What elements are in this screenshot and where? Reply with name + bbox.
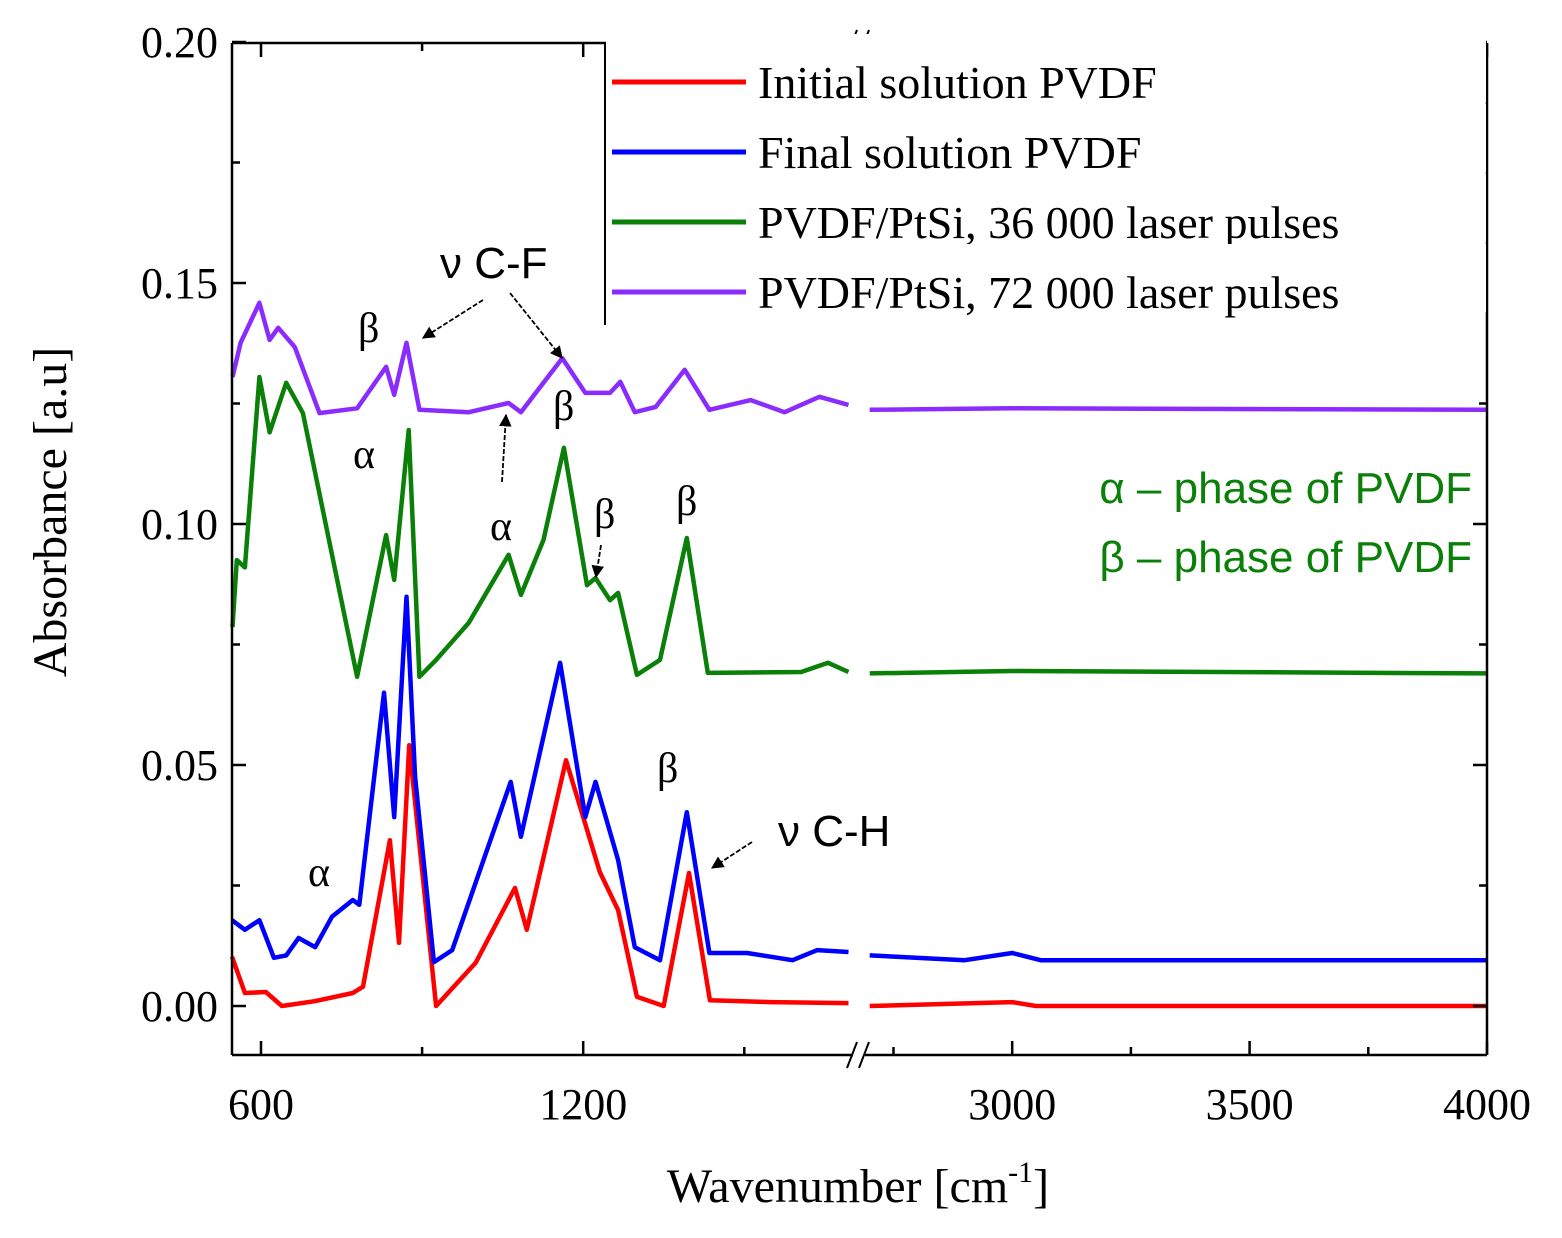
- series-line-2-left: [230, 594, 849, 965]
- vcf-arrow: [421, 299, 484, 339]
- alpha-label: α: [353, 432, 375, 478]
- legend-label: Final solution PVDF: [758, 127, 1141, 178]
- series-line-3-right: [869, 668, 1488, 676]
- beta-label: β: [358, 306, 379, 352]
- y-tick-label: 0.15: [141, 259, 218, 308]
- y-tick-label: 0.00: [141, 982, 218, 1031]
- legend-item-bg: [606, 174, 1486, 242]
- beta-label: β: [676, 479, 697, 525]
- axis-break-mark: [846, 1041, 858, 1069]
- series-line-4-right: [869, 406, 1488, 413]
- beta-phase-note: β – phase of PVDF: [1099, 533, 1472, 582]
- legend-label: PVDF/PtSi, 72 000 laser pulses: [758, 267, 1339, 318]
- series-line-4-left: [230, 300, 850, 416]
- series-line-1-right: [869, 999, 1487, 1009]
- legend-item-bg: [606, 244, 1486, 312]
- series-line-1-left: [229, 742, 849, 1009]
- alpha-phase-note: α – phase of PVDF: [1099, 464, 1472, 513]
- beta-arrow: [591, 544, 604, 579]
- x-tick-label: 600: [228, 1080, 294, 1129]
- x-axis-label: Wavenumber [cm-1]: [667, 1156, 1049, 1213]
- beta-label: β: [594, 492, 615, 538]
- y-tick-label: 0.10: [141, 500, 218, 549]
- series-line-2-right: [869, 950, 1487, 963]
- legend-label: PVDF/PtSi, 36 000 laser pulses: [758, 197, 1339, 248]
- y-tick-label: 0.20: [141, 18, 218, 67]
- axes-layer: 0.00 0.05 0.10 0.15 0.20 600 1200 3000 3500 4000: [141, 18, 1531, 1129]
- axis-break-mark: [858, 1041, 870, 1069]
- y-tick-label: 0.05: [141, 741, 218, 790]
- vcf-label: ν C-F: [440, 239, 548, 288]
- legend-label: Initial solution PVDF: [758, 57, 1157, 108]
- alpha-arrow: [499, 413, 512, 483]
- x-tick-label: 4000: [1443, 1080, 1531, 1129]
- series-line-3-left: [230, 374, 850, 680]
- x-tick-label: 3500: [1206, 1080, 1294, 1129]
- beta-label: β: [553, 384, 574, 430]
- beta-label: β: [657, 746, 678, 792]
- x-tick-label: 1200: [539, 1080, 627, 1129]
- legend-item-bg: [606, 104, 1486, 172]
- vch-arrow: [710, 841, 753, 869]
- legend: Initial solution PVDF Final solution PVDF…: [604, 34, 1486, 325]
- y-axis-label: Absorbance [a.u]: [24, 347, 77, 678]
- alpha-label: α: [308, 850, 330, 896]
- alpha-label: α: [490, 504, 512, 550]
- annotations: β α α β β β β α: [308, 306, 697, 896]
- legend-item-bg: [606, 34, 1486, 102]
- vcf-arrow: [509, 292, 563, 359]
- x-tick-label: 3000: [968, 1080, 1056, 1129]
- series-layer: [229, 300, 1488, 1009]
- vch-label: ν C-H: [778, 807, 890, 856]
